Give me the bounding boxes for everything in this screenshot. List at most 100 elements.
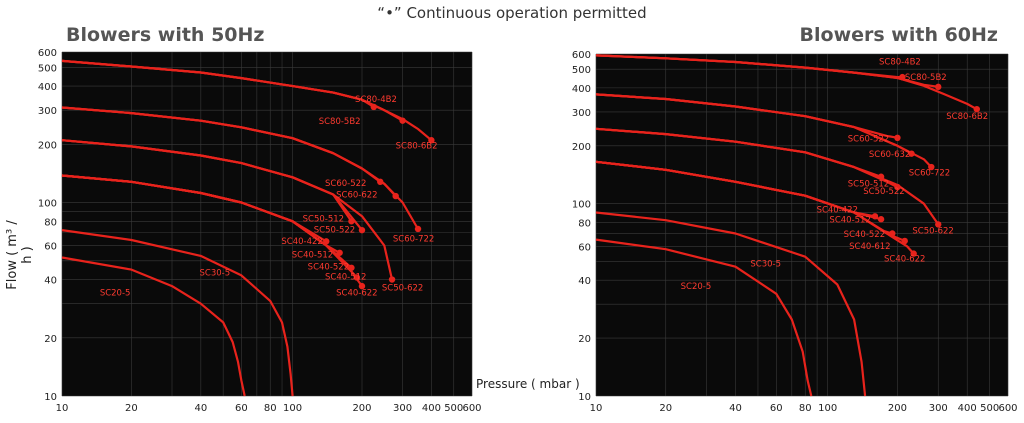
x-tick-label: 80: [799, 403, 812, 414]
curve-label: SC50-622: [912, 226, 953, 236]
y-tick-label: 20: [578, 334, 591, 345]
curve-sc80-4b2: [595, 54, 903, 79]
curve-sc30-5: [61, 229, 294, 397]
y-tick-label: 100: [572, 200, 591, 211]
curve-label: SC40-522: [844, 230, 885, 240]
y-tick-label: 40: [578, 276, 591, 287]
continuous-operation-note: “•” Continuous operation permitted: [377, 4, 647, 22]
curve-label: SC40-522: [308, 263, 349, 273]
x-tick-label: 400: [422, 403, 441, 414]
x-tick-label: 20: [659, 403, 672, 414]
x-tick-label: 20: [125, 403, 138, 414]
curve-label: SC20-5: [100, 289, 131, 299]
curve-label: SC60-622: [336, 191, 377, 201]
chart-title-50hz: Blowers with 50Hz: [66, 24, 265, 46]
curve-label: SC40-622: [336, 289, 377, 299]
y-tick-label: 200: [572, 142, 591, 153]
continuous-operation-dot: [392, 192, 399, 200]
continuous-operation-dot: [414, 225, 422, 233]
curve-sc50-512: [61, 139, 353, 222]
chart-title-60hz: Blowers with 60Hz: [799, 24, 998, 46]
x-tick-label: 200: [888, 403, 907, 414]
curve-label: SC30-5: [200, 268, 231, 278]
continuous-operation-dot: [428, 137, 435, 144]
curve-label: SC80-6B2: [946, 112, 988, 122]
x-tick-label: 600: [998, 403, 1017, 414]
curve-sc40-422: [61, 174, 327, 243]
curve-label: SC60-522: [848, 135, 889, 145]
y-tick-label: 60: [578, 242, 591, 253]
x-tick-label: 400: [958, 403, 977, 414]
x-tick-label: 60: [770, 403, 783, 414]
x-axis-label: Pressure ( mbar ): [476, 377, 580, 391]
curve-label: SC60-722: [393, 234, 434, 244]
curve-label: SC50-512: [848, 179, 889, 189]
y-tick-label: 300: [38, 106, 57, 117]
y-tick-label: 80: [578, 218, 591, 229]
curve-sc50-512: [595, 127, 882, 178]
x-tick-label: 40: [194, 403, 207, 414]
continuous-operation-dot: [910, 250, 917, 257]
y-tick-label: 10: [578, 392, 591, 403]
curve-label: SC80-4B2: [879, 57, 921, 67]
x-tick-label: 100: [818, 403, 837, 414]
curve-sc40-422: [595, 160, 876, 218]
continuous-operation-dot: [877, 173, 885, 180]
x-tick-label: 40: [729, 403, 742, 414]
curve-label: SC50-522: [314, 226, 355, 236]
curve-label: SC40-512: [325, 273, 366, 283]
plot-area: [62, 52, 472, 396]
x-tick-label: 10: [56, 403, 69, 414]
continuous-operation-dot: [323, 238, 330, 245]
curve-label: SC30-5: [750, 260, 781, 270]
y-tick-label: 500: [38, 63, 57, 74]
continuous-operation-dot: [358, 282, 366, 290]
curve-sc80-4b2: [61, 59, 375, 108]
continuous-operation-dot: [399, 117, 406, 124]
x-tick-label: 80: [264, 403, 277, 414]
curve-label: SC20-5: [681, 282, 712, 292]
y-tick-label: 500: [572, 65, 591, 76]
curve-sc60-522: [595, 93, 898, 139]
continuous-operation-dot: [935, 83, 942, 91]
curve-label: SC80-5B2: [905, 73, 947, 83]
continuous-operation-dot: [935, 221, 942, 228]
curve-label: SC80-5B2: [319, 117, 361, 127]
continuous-operation-dot: [336, 249, 343, 256]
continuous-operation-dot: [877, 216, 885, 223]
curve-label: SC40-512: [292, 250, 333, 260]
x-tick-label: 10: [590, 403, 603, 414]
curve-sc20-5: [595, 238, 813, 397]
continuous-operation-dot: [894, 134, 901, 142]
curve-label: SC40-622: [884, 255, 925, 265]
curve-sc60-522: [61, 106, 381, 183]
y-tick-label: 200: [38, 140, 57, 151]
curve-label: SC60-722: [909, 169, 950, 179]
y-tick-label: 60: [44, 241, 57, 252]
x-tick-label: 500: [980, 403, 999, 414]
curve-label: SC50-512: [303, 214, 344, 224]
continuous-operation-dot: [348, 218, 355, 225]
continuous-operation-dot: [871, 213, 879, 220]
curve-label: SC40-422: [817, 205, 858, 215]
curve-label: SC40-512: [829, 215, 870, 225]
curve-label: SC60-632: [869, 150, 910, 160]
y-tick-label: 600: [38, 48, 57, 59]
plot-area: [596, 54, 1008, 396]
curve-label: SC80-6B2: [396, 142, 438, 152]
curve-sc30-5: [595, 211, 867, 397]
continuous-operation-dot: [901, 237, 908, 245]
x-tick-label: 300: [929, 403, 948, 414]
y-tick-label: 20: [44, 334, 57, 345]
continuous-operation-dot: [908, 150, 915, 157]
y-tick-label: 600: [572, 50, 591, 61]
x-tick-label: 60: [235, 403, 248, 414]
y-tick-label: 300: [572, 108, 591, 119]
x-tick-label: 200: [352, 403, 371, 414]
continuous-operation-dot: [889, 230, 896, 237]
curve-label: SC40-422: [281, 237, 322, 247]
continuous-operation-dot: [358, 226, 366, 234]
y-tick-label: 40: [44, 276, 57, 287]
curve-label: SC60-522: [325, 179, 366, 189]
continuous-operation-dot: [370, 103, 377, 111]
